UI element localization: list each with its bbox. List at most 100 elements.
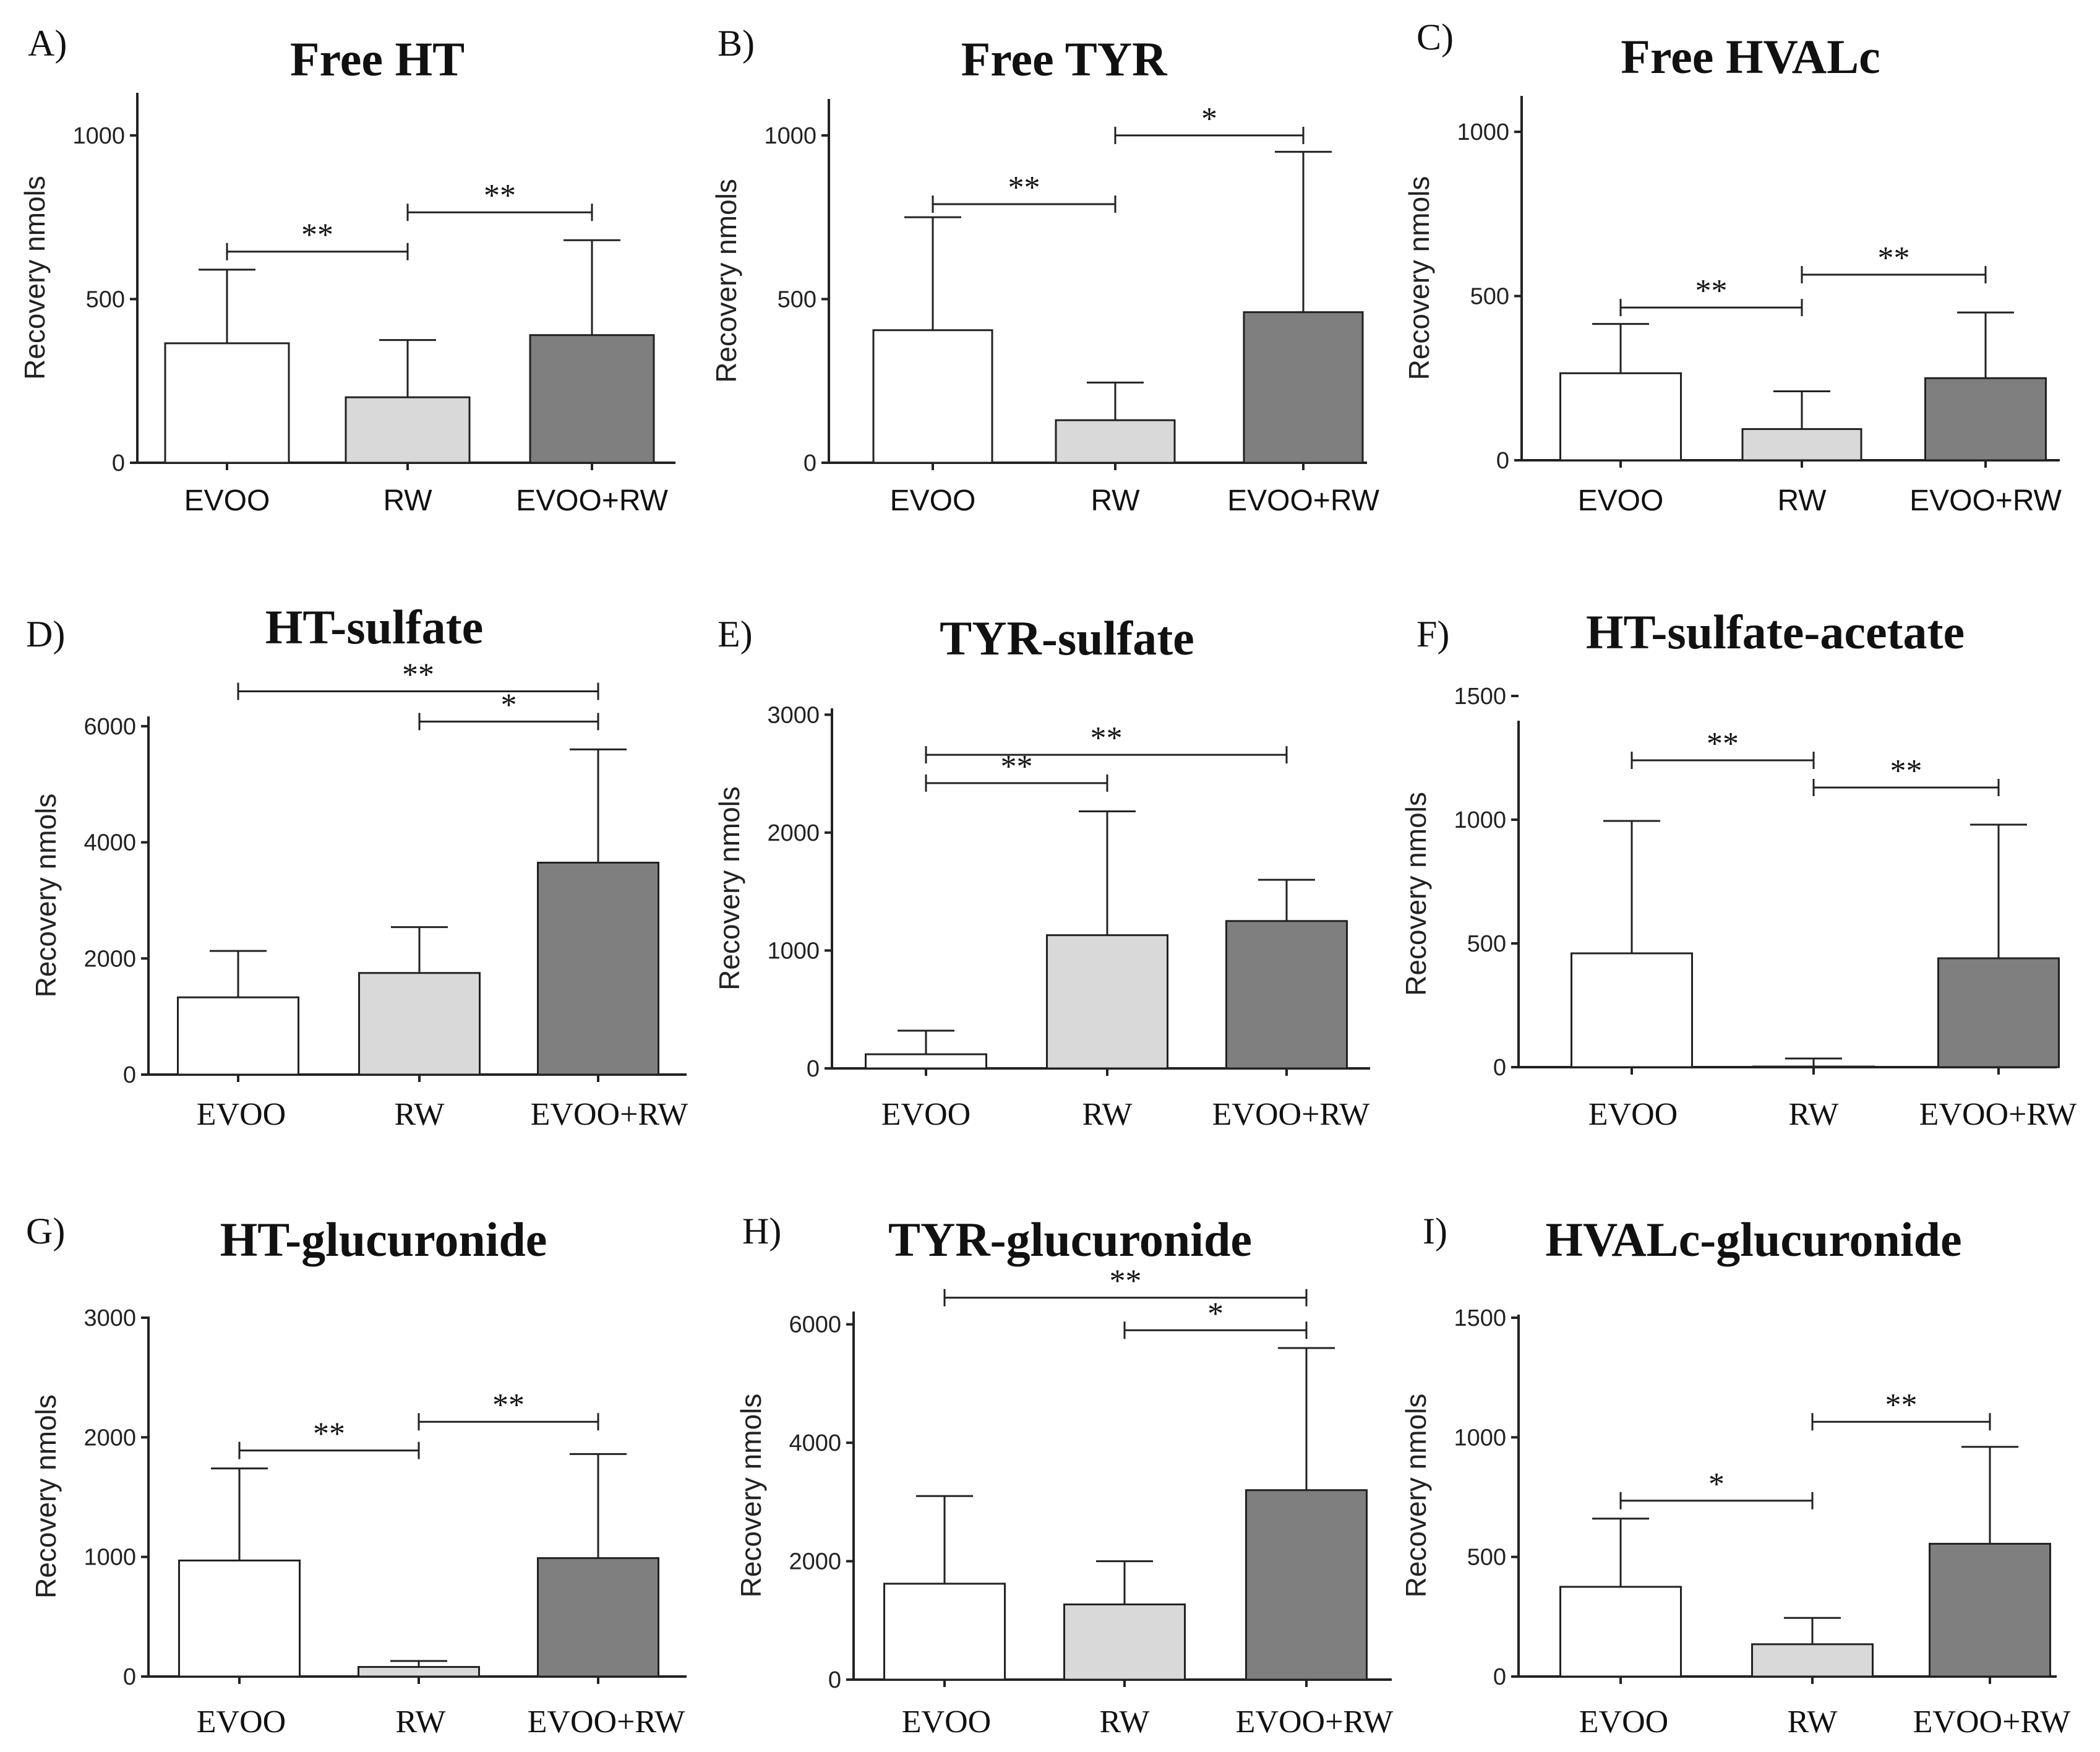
y-axis-label: Recovery nmols bbox=[1400, 1394, 1432, 1598]
significance-label: ** bbox=[1091, 721, 1123, 756]
x-tick-label: EVOO+RW bbox=[516, 484, 669, 517]
panel-title: TYR-sulfate bbox=[940, 611, 1194, 665]
x-tick-label: EVOO+RW bbox=[1236, 1704, 1394, 1740]
y-axis-label: Recovery nmols bbox=[1400, 792, 1432, 996]
y-tick-label: 500 bbox=[1467, 931, 1506, 957]
panel-letter: H) bbox=[742, 1211, 781, 1252]
y-axis-label: Recovery nmols bbox=[735, 1394, 767, 1598]
bar-evoo-plus-rw bbox=[1929, 1542, 2051, 1678]
y-tick-label: 1000 bbox=[767, 938, 820, 964]
significance-label: * bbox=[501, 687, 517, 723]
panel-letter: B) bbox=[718, 23, 755, 64]
panel-letter: G) bbox=[26, 1211, 65, 1252]
y-tick-label: 4000 bbox=[84, 830, 136, 856]
significance-label: ** bbox=[1707, 726, 1739, 762]
y-tick-label: 0 bbox=[1493, 1055, 1506, 1081]
y-tick-label: 2000 bbox=[84, 1425, 136, 1451]
x-tick-label: RW bbox=[383, 484, 432, 517]
x-tick-label: EVOO+RW bbox=[531, 1097, 688, 1132]
x-tick-label: EVOO bbox=[1579, 1704, 1668, 1740]
x-tick-label: RW bbox=[1777, 484, 1827, 517]
panel-title: TYR-glucuronide bbox=[888, 1213, 1252, 1266]
significance-label: ** bbox=[301, 218, 333, 253]
y-tick-label: 0 bbox=[123, 1062, 136, 1088]
bar-evoo-plus-rw bbox=[1924, 377, 2047, 462]
x-tick-label: EVOO+RW bbox=[1227, 484, 1380, 517]
panel-title: Free TYR bbox=[961, 32, 1168, 86]
x-tick-label: EVOO+RW bbox=[1913, 1704, 2071, 1740]
panel-g: G) HT-glucuronide Recovery nmols 0 1000 2000 3… bbox=[26, 1211, 687, 1740]
panel-letter: E) bbox=[718, 614, 753, 655]
y-axis-label: Recovery nmols bbox=[30, 794, 62, 998]
bar-rw bbox=[1741, 428, 1862, 462]
significance-label: ** bbox=[1878, 241, 1910, 276]
panel-a: A) Free HT Recovery nmols 0 500 1000 EVOO RW EVO… bbox=[19, 23, 675, 517]
bar-evoo bbox=[883, 1582, 1006, 1681]
bar-evoo bbox=[178, 1559, 301, 1678]
x-tick-label: EVOO bbox=[1588, 1097, 1678, 1132]
panel-b: B) Free TYR Recovery nmols 0 500 1000 EVOO RW EV… bbox=[710, 23, 1380, 517]
panel-title: HT-sulfate bbox=[265, 600, 484, 654]
significance-label: ** bbox=[1885, 1388, 1918, 1423]
x-tick-label: RW bbox=[1091, 484, 1140, 517]
x-tick-label: EVOO bbox=[197, 1097, 286, 1132]
significance-label: * bbox=[1708, 1467, 1725, 1502]
bar-evoo bbox=[177, 996, 299, 1076]
y-axis-label: Recovery nmols bbox=[19, 176, 51, 380]
y-tick-label: 1000 bbox=[72, 123, 125, 149]
bar-evoo bbox=[1559, 1586, 1682, 1678]
bar-evoo bbox=[1571, 952, 1693, 1068]
significance-label: * bbox=[1207, 1296, 1224, 1331]
y-tick-label: 2000 bbox=[789, 1549, 841, 1575]
panel-letter: C) bbox=[1416, 17, 1454, 58]
panel-h: H) TYR-glucuronide Recovery nmols 0 2000 4000… bbox=[735, 1211, 1393, 1740]
x-tick-label: EVOO+RW bbox=[1909, 484, 2062, 517]
x-tick-label: EVOO bbox=[197, 1704, 286, 1740]
x-tick-label: RW bbox=[1788, 1704, 1838, 1740]
x-tick-label: RW bbox=[1082, 1097, 1133, 1132]
y-axis-label: Recovery nmols bbox=[1403, 176, 1435, 380]
panel-letter: A) bbox=[28, 23, 67, 64]
y-tick-label: 0 bbox=[112, 450, 125, 476]
bar-evoo-plus-rw bbox=[1245, 1489, 1368, 1681]
panel-title: Free HVALc bbox=[1621, 30, 1880, 84]
panel-title: HVALc-glucuronide bbox=[1545, 1213, 1961, 1266]
y-tick-label: 0 bbox=[1496, 448, 1509, 474]
x-tick-label: EVOO bbox=[184, 484, 270, 517]
bar-evoo-plus-rw bbox=[537, 861, 659, 1076]
significance-label: ** bbox=[484, 178, 516, 213]
x-tick-label: EVOO bbox=[890, 484, 976, 517]
panel-title: HT-glucuronide bbox=[220, 1213, 547, 1266]
y-tick-label: 1000 bbox=[1454, 1425, 1506, 1451]
x-tick-label: EVOO bbox=[1578, 484, 1664, 517]
x-tick-label: RW bbox=[1100, 1704, 1150, 1740]
significance-label: ** bbox=[1008, 170, 1040, 205]
x-tick-label: RW bbox=[396, 1704, 446, 1740]
y-tick-label: 6000 bbox=[84, 714, 136, 740]
bar-evoo bbox=[865, 1053, 987, 1070]
bar-rw bbox=[1063, 1603, 1186, 1681]
panel-f: F) HT-sulfate-acetate Recovery nmols 0 500 10… bbox=[1400, 605, 2076, 1132]
y-tick-label: 1500 bbox=[1454, 684, 1506, 710]
y-tick-label: 1000 bbox=[764, 123, 816, 149]
significance-label: ** bbox=[492, 1388, 525, 1423]
x-tick-label: EVOO+RW bbox=[1919, 1097, 2077, 1132]
bar-evoo-plus-rw bbox=[1243, 311, 1364, 464]
y-tick-label: 0 bbox=[807, 1056, 820, 1082]
panel-d: D) HT-sulfate Recovery nmols 0 2000 4000 6000 E… bbox=[26, 600, 688, 1132]
y-axis-label: Recovery nmols bbox=[713, 786, 745, 990]
y-tick-label: 500 bbox=[778, 286, 816, 312]
significance-label: ** bbox=[1110, 1264, 1142, 1299]
bar-evoo-plus-rw bbox=[1937, 957, 2060, 1068]
y-tick-label: 1500 bbox=[1454, 1305, 1506, 1331]
x-tick-label: RW bbox=[395, 1097, 445, 1132]
significance-label: ** bbox=[1890, 754, 1922, 789]
bar-rw bbox=[1751, 1643, 1874, 1678]
panel-c: C) Free HVALc Recovery nmols 0 500 1000 EVOO RW… bbox=[1403, 17, 2062, 517]
y-tick-label: 500 bbox=[1470, 284, 1509, 310]
x-tick-label: EVOO+RW bbox=[528, 1704, 685, 1740]
panel-title: Free HT bbox=[290, 32, 465, 86]
bar-rw bbox=[358, 1666, 480, 1678]
y-tick-label: 3000 bbox=[84, 1305, 136, 1331]
panel-letter: I) bbox=[1423, 1211, 1447, 1252]
